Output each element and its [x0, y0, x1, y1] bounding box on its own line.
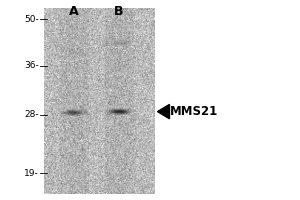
- Text: 36-: 36-: [24, 62, 39, 71]
- Text: MMS21: MMS21: [170, 105, 218, 118]
- Polygon shape: [158, 104, 169, 119]
- Text: A: A: [69, 5, 78, 18]
- Text: 28-: 28-: [24, 110, 39, 119]
- Text: 50-: 50-: [24, 15, 39, 23]
- Text: 19-: 19-: [24, 168, 39, 178]
- Text: B: B: [114, 5, 123, 18]
